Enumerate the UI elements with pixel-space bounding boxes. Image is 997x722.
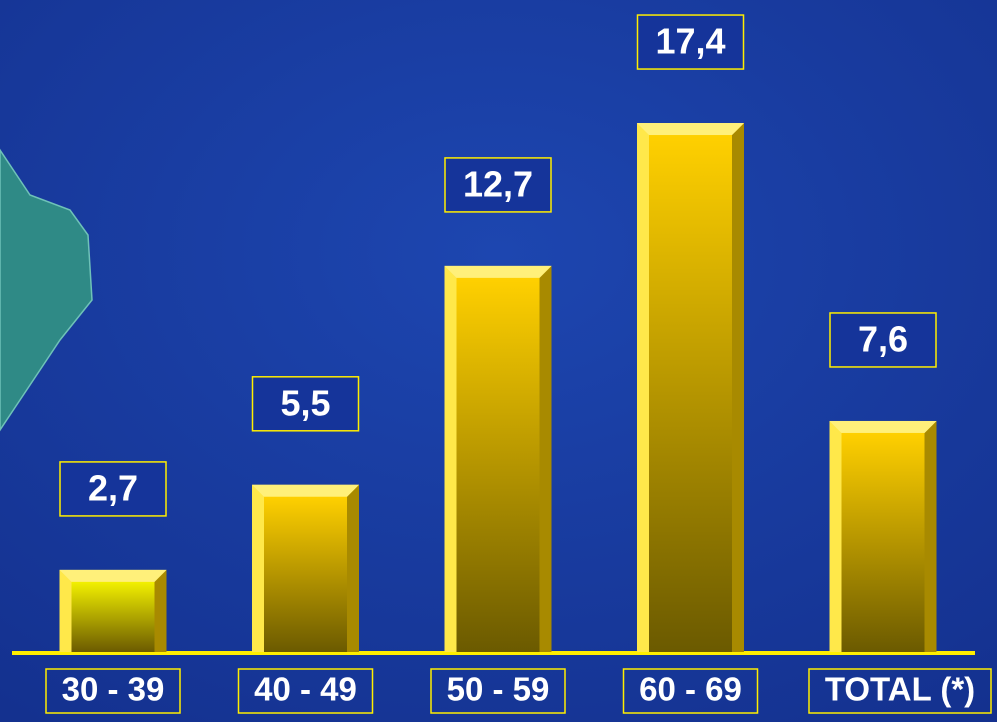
category-box bbox=[430, 668, 566, 714]
value-label: 5,5 bbox=[280, 382, 330, 423]
value-label-box bbox=[636, 14, 745, 70]
value-label-box bbox=[59, 461, 167, 517]
map-shape bbox=[0, 148, 93, 432]
value-label-box bbox=[444, 157, 552, 213]
category-box bbox=[622, 668, 759, 714]
category-box bbox=[45, 668, 181, 714]
x-tick-label: TOTAL (*) bbox=[825, 671, 975, 708]
category-box bbox=[237, 668, 374, 714]
x-tick-label: 60 - 69 bbox=[639, 671, 742, 708]
value-label: 7,6 bbox=[858, 318, 908, 359]
x-tick-label: 50 - 59 bbox=[447, 671, 550, 708]
value-label-box bbox=[251, 376, 360, 432]
x-tick-label: 40 - 49 bbox=[254, 671, 357, 708]
value-label: 2,7 bbox=[88, 467, 138, 508]
category-box bbox=[808, 668, 992, 714]
value-label: 17,4 bbox=[655, 21, 725, 62]
value-label-box bbox=[829, 312, 937, 368]
value-label: 12,7 bbox=[463, 163, 533, 204]
x-tick-label: 30 - 39 bbox=[62, 671, 165, 708]
